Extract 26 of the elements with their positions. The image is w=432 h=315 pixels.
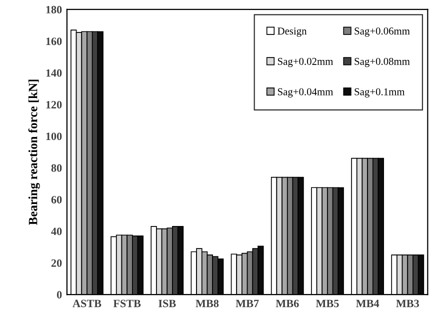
legend-label: Sag+0.1mm (354, 88, 405, 98)
x-tick-label: ASTB (72, 300, 102, 308)
x-tick-label: MB7 (236, 300, 259, 308)
y-axis-title: Bearing reaction force [kN] (28, 80, 40, 225)
y-tick-label: 180 (46, 6, 62, 14)
x-tick-label: MB4 (356, 300, 380, 308)
x-tick-label: FSTB (113, 300, 141, 308)
x-tick-label: ISB (158, 300, 176, 308)
legend-label: Design (278, 28, 307, 37)
y-tick-label: 80 (51, 164, 62, 172)
y-tick-label: 120 (46, 100, 62, 108)
y-tick-label: 100 (46, 132, 62, 140)
legend-label: Sag+0.08mm (354, 58, 410, 68)
y-tick-label: 20 (51, 259, 62, 267)
legend-label: Sag+0.04mm (278, 88, 334, 98)
y-tick-label: 140 (46, 69, 62, 77)
x-tick-label: MB6 (276, 300, 299, 308)
x-tick-label: MB3 (396, 300, 419, 308)
y-tick-label: 160 (46, 38, 62, 46)
x-tick-label: MB8 (196, 300, 219, 308)
legend-label: Sag+0.06mm (354, 28, 410, 37)
legend-label: Sag+0.02mm (278, 58, 334, 68)
y-tick-label: 40 (51, 228, 62, 236)
x-tick-label: MB5 (316, 300, 339, 308)
y-tick-label: 0 (56, 290, 62, 298)
y-tick-label: 60 (51, 196, 62, 204)
